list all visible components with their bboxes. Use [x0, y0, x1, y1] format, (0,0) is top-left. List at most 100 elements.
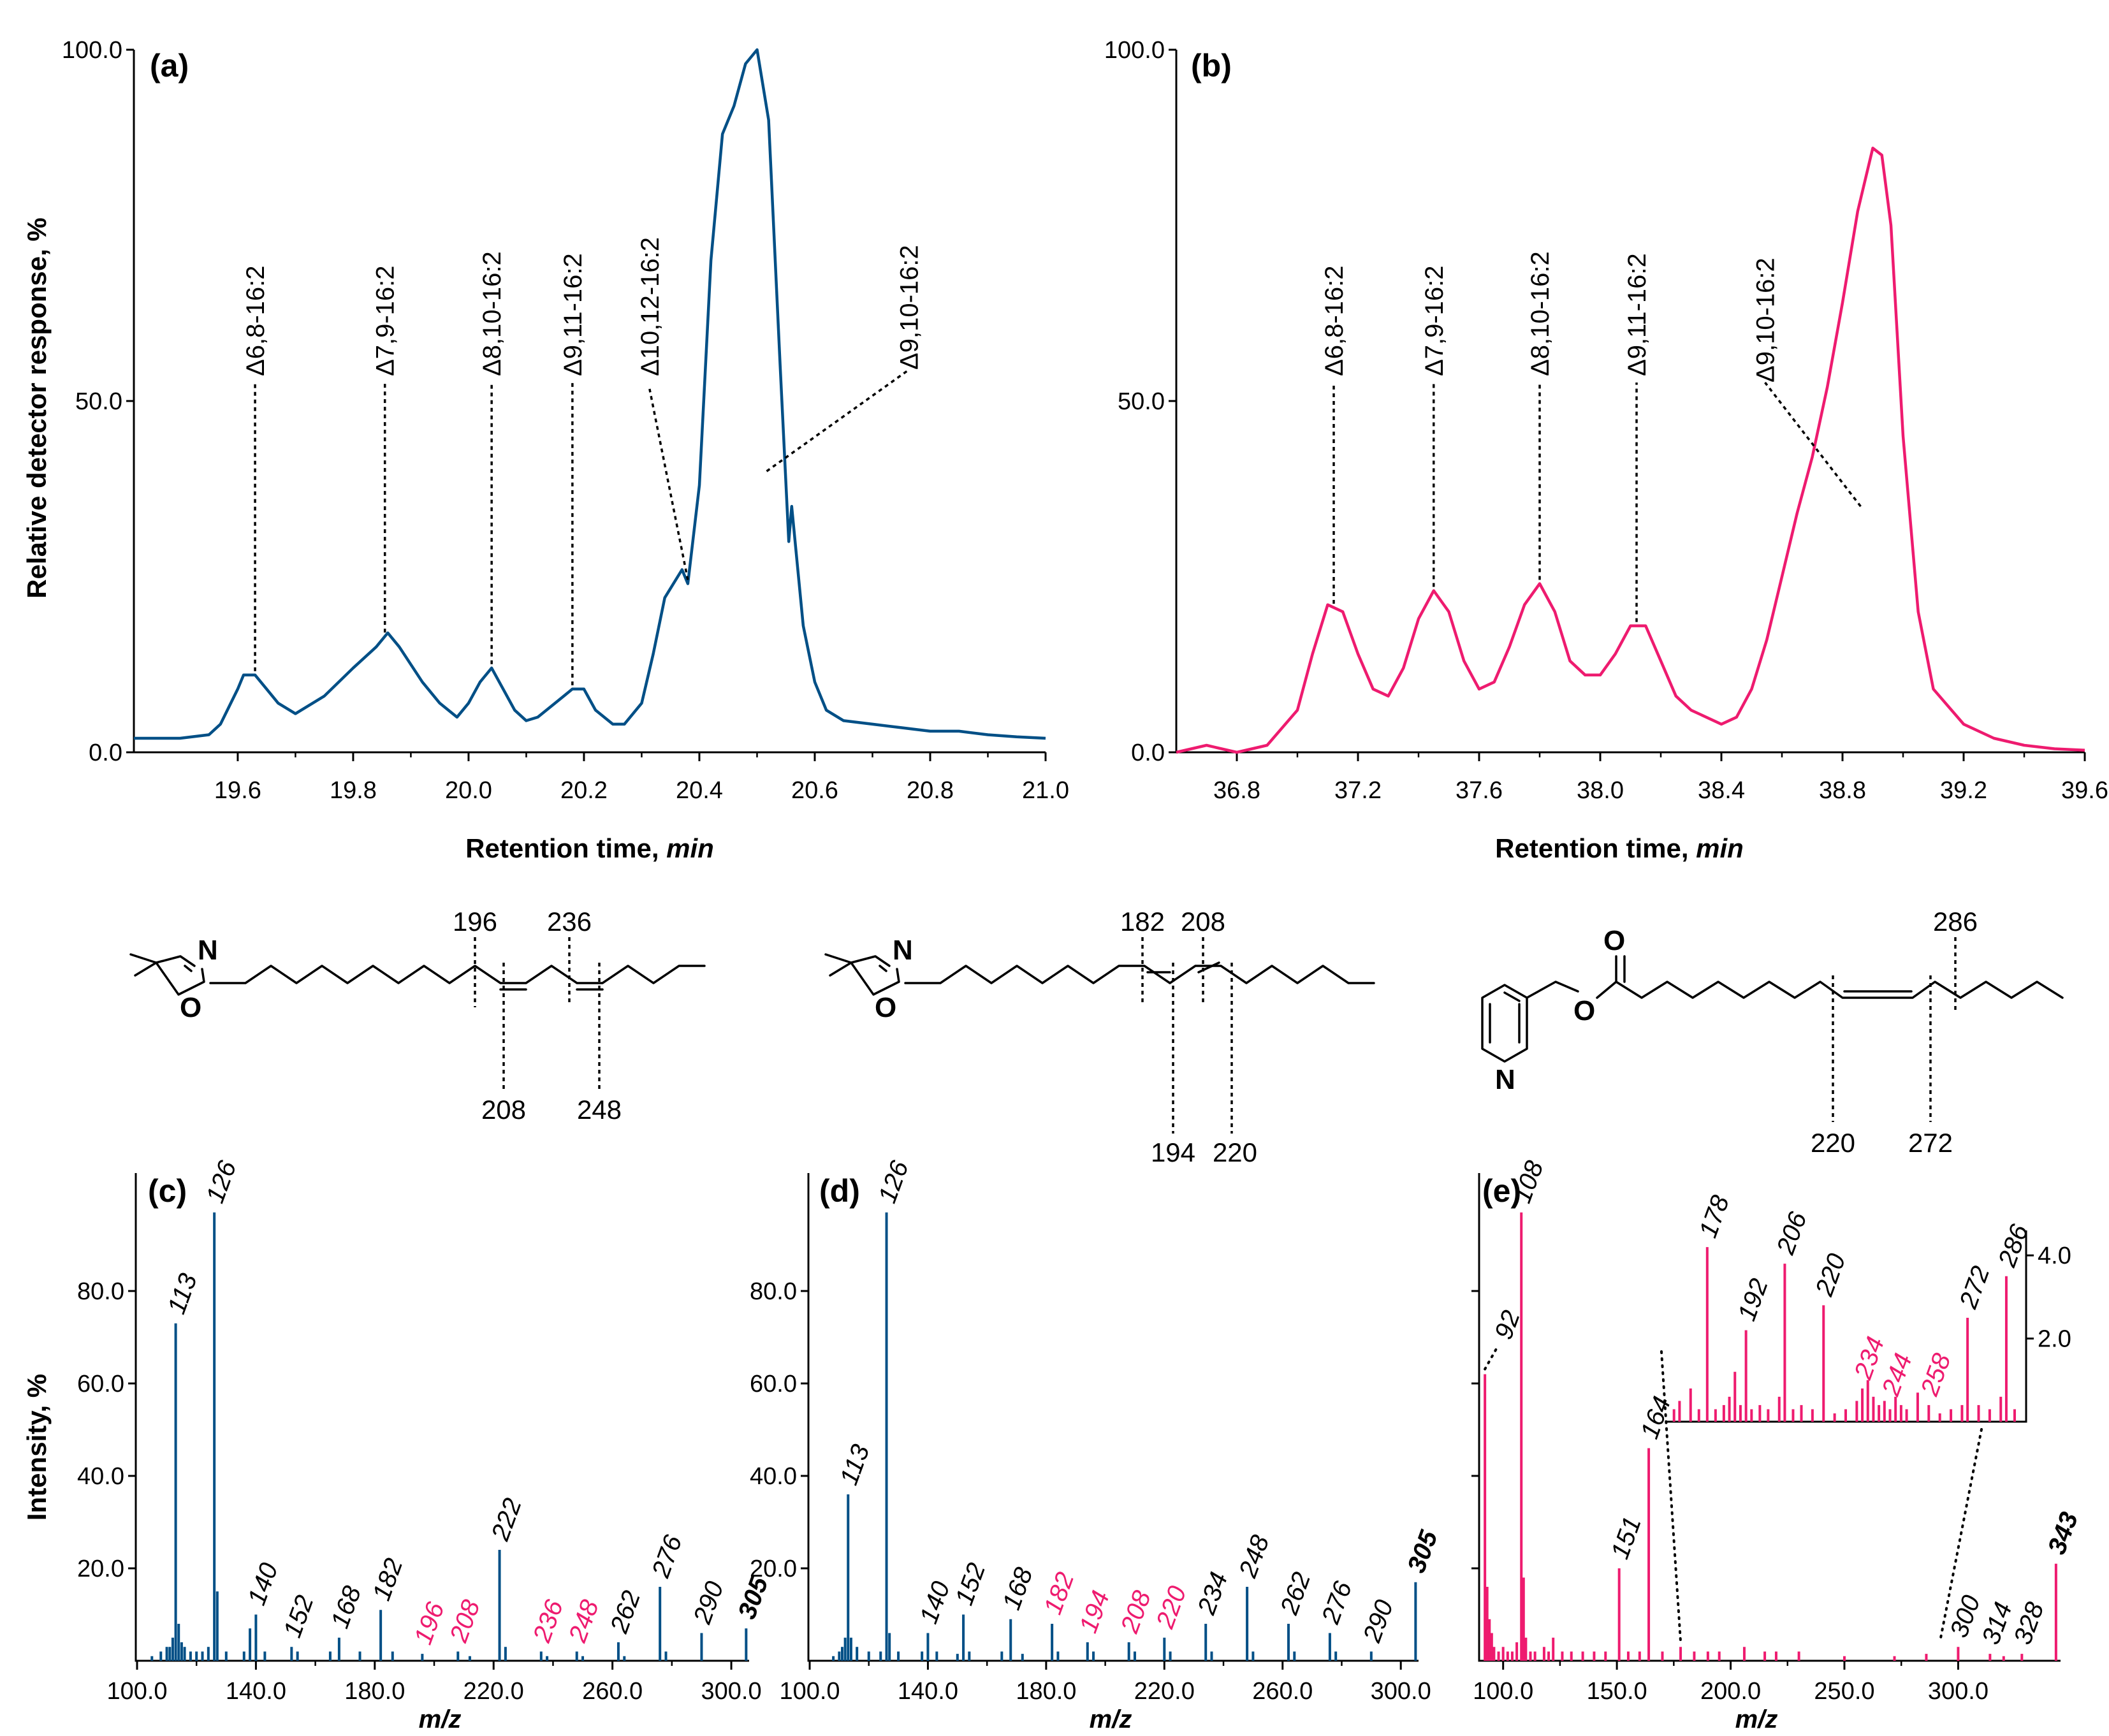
inset-peak-label-258: 258: [1915, 1350, 1957, 1400]
inset-peak-label-286: 286: [1993, 1220, 2034, 1271]
inset-zoom-leader-left: [1660, 1350, 1682, 1643]
y-tick-label-b-50.0: 50.0: [1118, 388, 1165, 415]
frag-182: 182: [1120, 907, 1165, 937]
axis-frame-c: [135, 1173, 749, 1662]
peak-label-d-290: 290: [1358, 1596, 1399, 1647]
peak-label-d-194: 194: [1074, 1587, 1115, 1637]
x-axis-label-a: Retention time, min: [465, 833, 714, 863]
inset-zoom-leader-right: [1938, 1428, 1983, 1643]
y-tick-label-d-20.0: 20.0: [750, 1556, 797, 1582]
peak-label-c-152: 152: [278, 1592, 319, 1642]
chromatogram-line-b: [1176, 147, 2085, 754]
peak-label-d-234: 234: [1192, 1568, 1234, 1619]
x-tick-label-a-21.0: 21.0: [1022, 777, 1069, 804]
inset-peak-label-220: 220: [1810, 1250, 1851, 1301]
peak-label-c-236: 236: [528, 1596, 569, 1646]
x-tick-label-e-100.0: 100.0: [1473, 1678, 1533, 1705]
x-axis-label-c: m/z: [419, 1705, 462, 1733]
frag-248: 248: [577, 1095, 622, 1125]
inset-peak-label-178: 178: [1694, 1192, 1735, 1241]
peak-label-c-248: 248: [563, 1596, 604, 1646]
x-tick-label-a-20.8: 20.8: [907, 777, 954, 804]
inset-peak-label-192: 192: [1733, 1275, 1774, 1325]
y-tick-label-a-0.0: 0.0: [89, 740, 122, 766]
x-tick-label-b-38.4: 38.4: [1698, 777, 1745, 804]
peak-label-d-248: 248: [1234, 1531, 1275, 1582]
peak-label-b-3: Δ9,11-16:2: [1623, 253, 1651, 376]
frag-236: 236: [547, 907, 592, 937]
peak-label-c-140: 140: [243, 1559, 284, 1609]
peak-leader-b-4: [1764, 381, 1862, 507]
peak-label-e-108: 108: [1508, 1156, 1549, 1206]
x-tick-label-d-260.0: 260.0: [1252, 1678, 1313, 1705]
x-tick-label-c-220.0: 220.0: [463, 1678, 524, 1705]
x-tick-label-b-36.8: 36.8: [1213, 777, 1260, 804]
y-tick-label-d-80.0: 80.0: [750, 1278, 797, 1305]
peak-label-b-0: Δ6,8-16:2: [1320, 266, 1348, 377]
peak-label-d-152: 152: [950, 1559, 991, 1609]
peak-label-a-2: Δ8,10-16:2: [478, 251, 506, 376]
inset-y-tick-label-2.0: 2.0: [2038, 1326, 2071, 1353]
chain-3: [1615, 981, 2064, 999]
x-tick-label-d-220.0: 220.0: [1134, 1678, 1195, 1705]
frag-220-3: 220: [1811, 1128, 1855, 1158]
peak-label-e-328: 328: [2008, 1598, 2049, 1648]
x-tick-label-a-19.6: 19.6: [214, 777, 261, 804]
panel-b: (b) Retention time, min: [1175, 48, 2085, 863]
x-axis-label-unit-a: min: [666, 833, 714, 863]
ring-2-upper: [850, 955, 891, 972]
y-tick-label-d-40.0: 40.0: [750, 1463, 797, 1490]
peak-label-c-208: 208: [444, 1596, 486, 1646]
x-tick-label-a-20.6: 20.6: [791, 777, 838, 804]
pyridine-ring: [1481, 984, 1528, 1063]
peak-label-c-126: 126: [201, 1156, 242, 1206]
panel-label-b: (b): [1191, 48, 1232, 84]
panel-a: (a) Relative detector response, % Retent…: [22, 48, 1046, 863]
peak-label-a-5: Δ9,10-16:2: [896, 245, 924, 370]
x-tick-label-e-300.0: 300.0: [1928, 1678, 1989, 1705]
atom-n-1: N: [198, 935, 218, 966]
peak-label-d-182: 182: [1039, 1568, 1079, 1618]
panel-label-e: (e): [1482, 1173, 1521, 1209]
x-tick-label-d-180.0: 180.0: [1016, 1678, 1076, 1705]
peak-label-c-168: 168: [326, 1582, 367, 1631]
peak-label-d-305: 305: [1402, 1526, 1443, 1576]
y-tick-label-c-20.0: 20.0: [77, 1556, 124, 1582]
ester-link: [1526, 981, 1579, 999]
x-tick-label-c-180.0: 180.0: [344, 1678, 405, 1705]
frag-272: 272: [1908, 1128, 1953, 1158]
atom-n-3: N: [1495, 1064, 1515, 1095]
frag-196: 196: [453, 907, 497, 937]
axis-frame-b: [1175, 50, 2085, 754]
x-tick-label-a-20.2: 20.2: [560, 777, 608, 804]
y-tick-label-c-40.0: 40.0: [77, 1463, 124, 1490]
x-tick-label-a-19.8: 19.8: [330, 777, 377, 804]
x-tick-label-d-100.0: 100.0: [779, 1678, 840, 1705]
ring-2: [850, 961, 900, 996]
peak-label-c-113: 113: [163, 1270, 203, 1318]
structure-1: N O 196 236 208 248: [129, 907, 706, 1125]
x-tick-label-c-300.0: 300.0: [701, 1678, 761, 1705]
x-tick-label-c-260.0: 260.0: [582, 1678, 643, 1705]
x-tick-label-e-150.0: 150.0: [1587, 1678, 1647, 1705]
peak-leader-a-5: [766, 368, 910, 472]
x-tick-label-e-200.0: 200.0: [1700, 1678, 1761, 1705]
peak-label-d-276: 276: [1317, 1577, 1358, 1628]
x-tick-label-e-250.0: 250.0: [1814, 1678, 1874, 1705]
peak-label-d-140: 140: [915, 1578, 956, 1628]
peak-leader-e-92: [1484, 1347, 1498, 1371]
x-axis-label-unit-b: min: [1696, 833, 1744, 863]
frag-194: 194: [1151, 1137, 1195, 1167]
atom-o-ester: O: [1573, 995, 1595, 1026]
x-tick-label-b-37.2: 37.2: [1334, 777, 1382, 804]
axis-frame-e: [1478, 1173, 2061, 1662]
peak-label-c-262: 262: [605, 1587, 646, 1637]
y-tick-label-b-0.0: 0.0: [1131, 740, 1165, 766]
frag-208: 208: [481, 1095, 526, 1125]
y-tick-label-c-80.0: 80.0: [77, 1278, 124, 1305]
atom-n-2: N: [893, 935, 913, 966]
chromatogram-line-a: [134, 48, 1046, 740]
frag-220: 220: [1213, 1137, 1257, 1167]
peak-label-c-196: 196: [409, 1598, 449, 1648]
